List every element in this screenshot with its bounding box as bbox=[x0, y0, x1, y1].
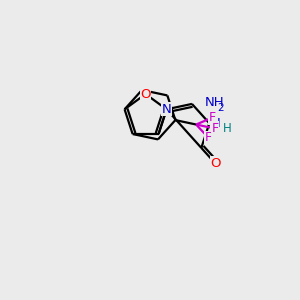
Text: O: O bbox=[140, 88, 151, 100]
Text: O: O bbox=[210, 157, 221, 170]
Text: 2: 2 bbox=[217, 103, 224, 113]
Text: F: F bbox=[211, 122, 218, 135]
Text: F: F bbox=[209, 111, 216, 124]
Text: N: N bbox=[211, 117, 221, 130]
Text: F: F bbox=[205, 131, 212, 144]
Text: H: H bbox=[223, 122, 231, 135]
Text: NH: NH bbox=[205, 96, 225, 109]
Text: N: N bbox=[162, 103, 172, 116]
